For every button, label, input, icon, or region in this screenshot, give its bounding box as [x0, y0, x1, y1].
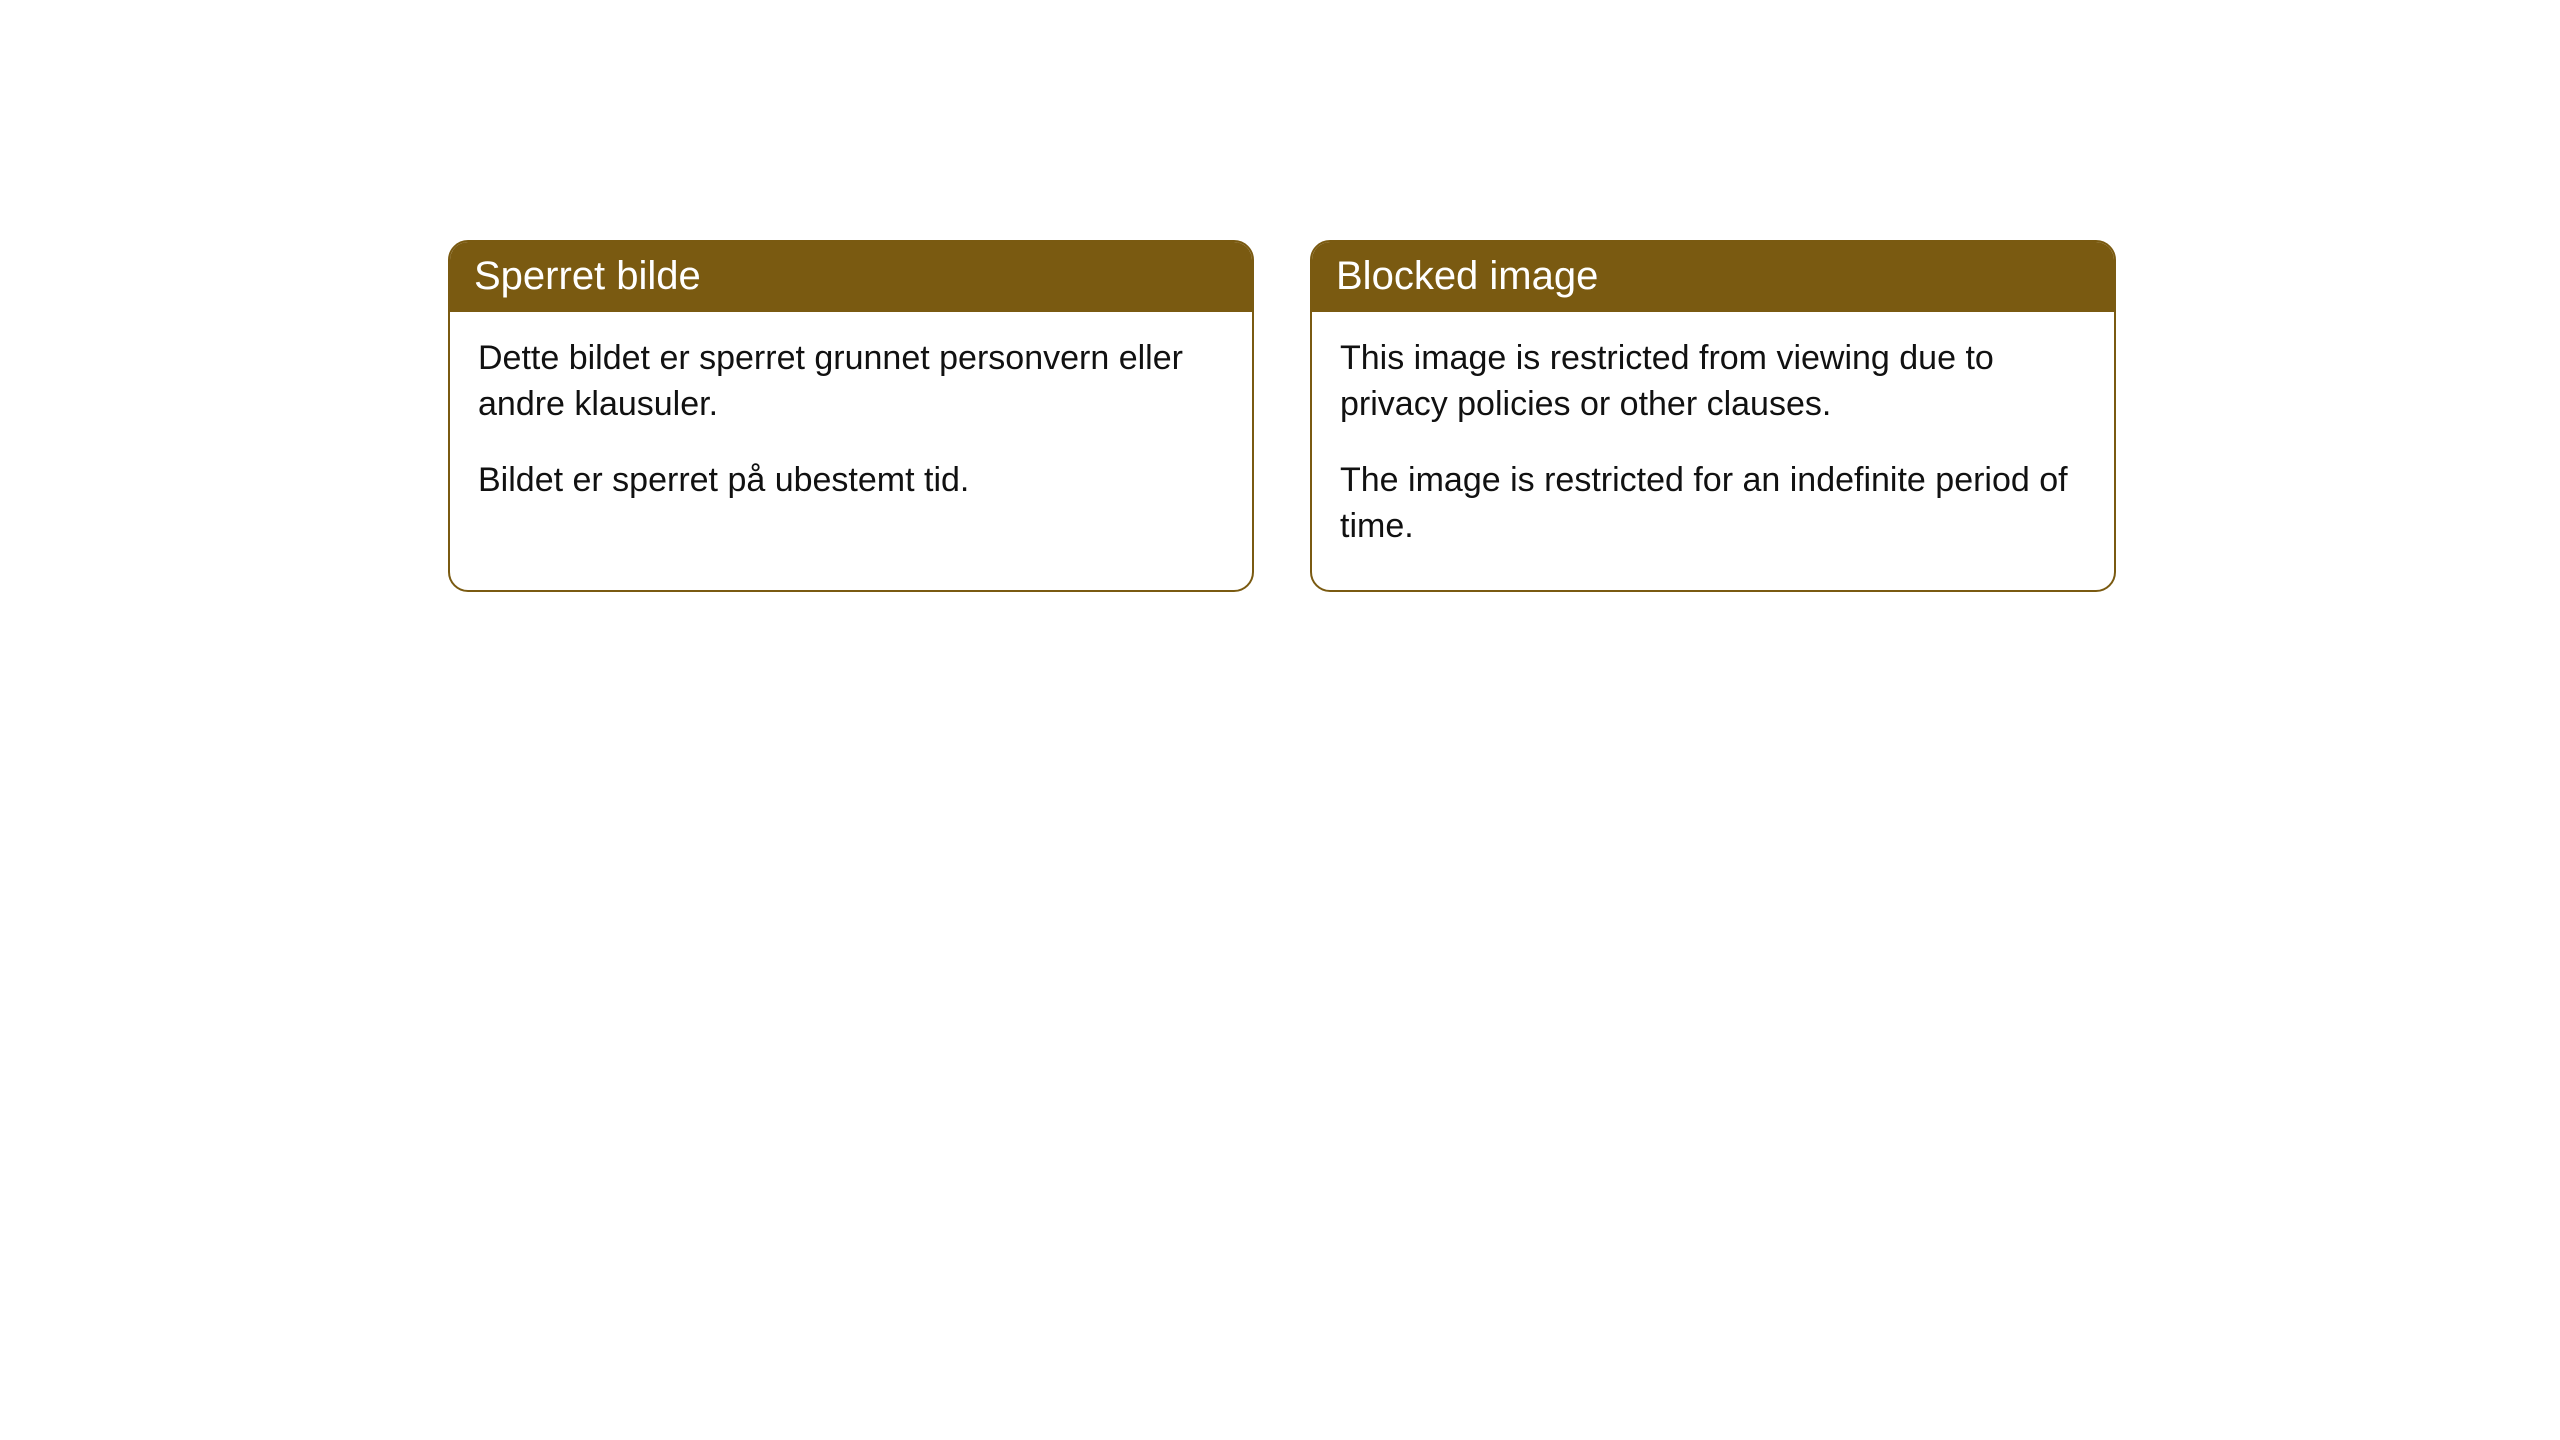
- card-body-en: This image is restricted from viewing du…: [1312, 312, 2114, 590]
- card-paragraph: The image is restricted for an indefinit…: [1340, 458, 2086, 550]
- card-paragraph: Dette bildet er sperret grunnet personve…: [478, 336, 1224, 428]
- card-paragraph: Bildet er sperret på ubestemt tid.: [478, 458, 1224, 504]
- blocked-image-card-no: Sperret bilde Dette bildet er sperret gr…: [448, 240, 1254, 592]
- card-body-no: Dette bildet er sperret grunnet personve…: [450, 312, 1252, 544]
- blocked-image-card-en: Blocked image This image is restricted f…: [1310, 240, 2116, 592]
- card-header-no: Sperret bilde: [450, 242, 1252, 312]
- card-header-en: Blocked image: [1312, 242, 2114, 312]
- card-paragraph: This image is restricted from viewing du…: [1340, 336, 2086, 428]
- notice-cards-container: Sperret bilde Dette bildet er sperret gr…: [0, 0, 2560, 592]
